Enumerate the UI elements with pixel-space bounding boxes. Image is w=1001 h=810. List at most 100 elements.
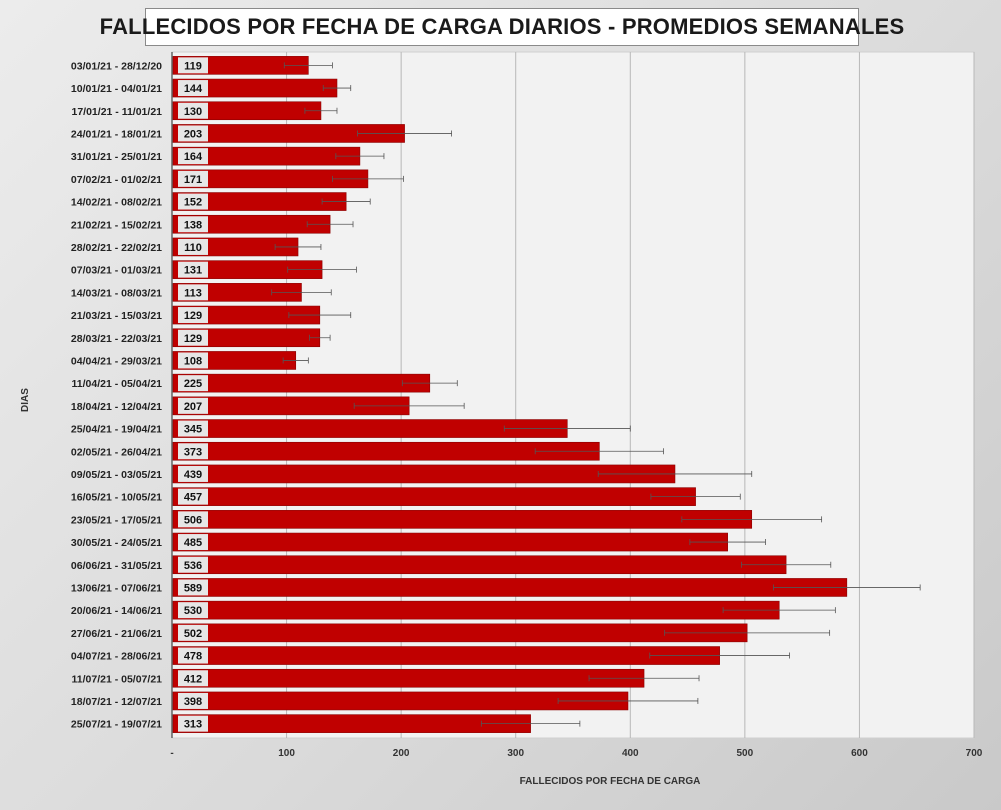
value-label-box	[178, 511, 208, 528]
category-label: 17/01/21 - 11/01/21	[72, 106, 163, 118]
category-label: 03/01/21 - 28/12/20	[71, 60, 162, 72]
x-axis-label: FALLECIDOS POR FECHA DE CARGA	[519, 776, 701, 787]
value-label-box	[178, 284, 208, 301]
bar	[172, 623, 748, 643]
x-tick-labels: - 100 200 300 400 500 600 700	[170, 748, 982, 759]
value-label: 502	[184, 628, 202, 640]
value-label-box	[178, 80, 208, 97]
value-label: 164	[184, 151, 203, 163]
value-label: 313	[184, 719, 202, 731]
category-label: 14/03/21 - 08/03/21	[71, 287, 162, 299]
bar	[172, 714, 531, 733]
bar	[172, 487, 696, 506]
value-label-box	[178, 420, 208, 437]
value-label-box	[178, 647, 208, 664]
value-label: 478	[184, 651, 202, 663]
value-label: 398	[184, 696, 202, 708]
value-label: 119	[184, 60, 202, 72]
value-label-box	[178, 329, 208, 346]
value-label-box	[178, 465, 208, 482]
value-label-box	[178, 534, 208, 551]
chart-title: FALLECIDOS POR FECHA DE CARGA DIARIOS - …	[100, 8, 904, 46]
value-label: 412	[184, 673, 202, 685]
value-label: 131	[184, 265, 202, 277]
x-tick-label: 700	[966, 748, 983, 759]
category-label: 27/06/21 - 21/06/21	[71, 628, 162, 640]
category-label: 21/03/21 - 15/03/21	[71, 310, 162, 322]
value-label-box	[178, 170, 208, 187]
x-tick-label: 400	[622, 748, 639, 759]
value-label-box	[178, 375, 208, 392]
category-label: 09/05/21 - 03/05/21	[71, 469, 162, 481]
x-tick-label: -	[170, 748, 173, 759]
category-label: 02/05/21 - 26/04/21	[71, 446, 162, 458]
bar	[172, 555, 787, 575]
value-label-box	[178, 715, 208, 732]
y-axis-label: DIAS	[19, 388, 31, 412]
category-label: 30/05/21 - 24/05/21	[71, 537, 162, 549]
value-label: 207	[184, 401, 202, 413]
value-label-box	[178, 352, 208, 369]
category-labels: 03/01/21 - 28/12/20 10/01/21 - 04/01/21 17…	[71, 60, 162, 730]
bar	[172, 510, 753, 529]
value-label: 439	[184, 469, 202, 481]
bar	[172, 600, 780, 620]
category-label: 25/04/21 - 19/04/21	[71, 424, 162, 436]
category-label: 28/03/21 - 22/03/21	[71, 333, 162, 345]
value-label-box	[178, 238, 208, 255]
value-label: 129	[184, 333, 202, 345]
value-label-box	[178, 148, 208, 165]
value-label-box	[178, 261, 208, 278]
value-label: 225	[184, 378, 202, 390]
value-label-box	[178, 579, 208, 596]
value-label: 108	[184, 355, 202, 367]
category-label: 04/07/21 - 28/06/21	[71, 651, 162, 663]
value-label: 138	[184, 219, 202, 231]
value-label-box	[178, 397, 208, 414]
category-label: 04/04/21 - 29/03/21	[71, 355, 162, 367]
value-label-box	[178, 556, 208, 573]
error-bars	[271, 62, 921, 727]
value-label: 457	[184, 492, 202, 504]
value-label-box	[178, 488, 208, 505]
value-labels: 119 144 130 203 164 171 152 138 110 131 113 129 129 1…	[178, 57, 208, 732]
value-label-box	[178, 193, 208, 210]
category-label: 23/05/21 - 17/05/21	[71, 514, 162, 526]
category-label: 24/01/21 - 18/01/21	[71, 128, 162, 140]
category-label: 21/02/21 - 15/02/21	[71, 219, 162, 231]
value-label-box	[178, 692, 208, 709]
category-label: 20/06/21 - 14/06/21	[71, 605, 162, 617]
value-label: 530	[184, 605, 202, 617]
x-tick-label: 100	[278, 748, 295, 759]
x-tick-label: 600	[851, 748, 868, 759]
category-label: 18/04/21 - 12/04/21	[71, 401, 162, 413]
value-label-box	[178, 102, 208, 119]
value-label-box	[178, 443, 208, 460]
value-label-box	[178, 307, 208, 324]
category-label: 31/01/21 - 25/01/21	[71, 151, 162, 163]
value-label: 345	[184, 424, 202, 436]
value-label: 110	[184, 242, 202, 254]
category-label: 13/06/21 - 07/06/21	[71, 582, 162, 594]
value-label: 506	[184, 514, 202, 526]
value-label-box	[178, 670, 208, 687]
x-tick-label: 300	[507, 748, 524, 759]
value-label-box	[178, 624, 208, 641]
value-label-box	[178, 602, 208, 619]
bars	[172, 56, 848, 733]
value-label-box	[178, 125, 208, 142]
value-label: 144	[184, 83, 203, 95]
value-label: 130	[184, 106, 202, 118]
bar	[172, 578, 848, 597]
bar	[172, 532, 728, 552]
category-label: 14/02/21 - 08/02/21	[71, 197, 162, 209]
value-label: 129	[184, 310, 202, 322]
category-label: 28/02/21 - 22/02/21	[71, 242, 162, 254]
category-label: 25/07/21 - 19/07/21	[71, 719, 162, 731]
value-label: 203	[184, 128, 202, 140]
x-tick-label: 200	[393, 748, 410, 759]
bar	[172, 373, 431, 393]
category-label: 07/03/21 - 01/03/21	[71, 265, 162, 277]
category-label: 10/01/21 - 04/01/21	[71, 83, 162, 95]
